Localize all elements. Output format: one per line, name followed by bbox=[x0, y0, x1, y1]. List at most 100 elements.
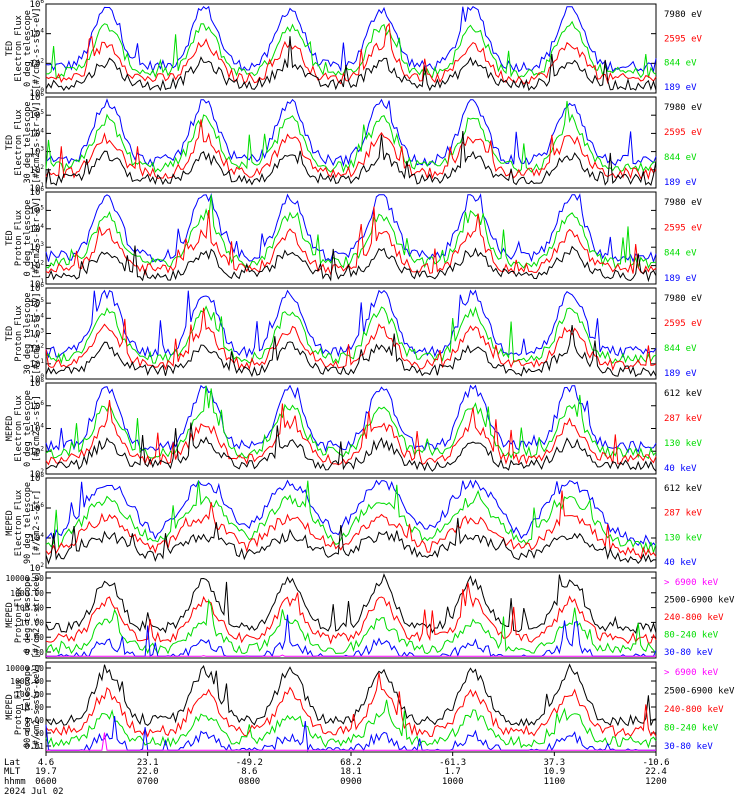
legend-label: 7980 eV bbox=[664, 10, 703, 20]
legend-label: 189 eV bbox=[664, 369, 697, 379]
x-tick-label-mlt: 22.0 bbox=[137, 767, 159, 777]
x-tick-label-lat: -61.3 bbox=[439, 758, 466, 768]
series-trace-green bbox=[45, 480, 657, 555]
y-tick-label: 106 bbox=[30, 186, 45, 198]
series-trace-magenta bbox=[46, 654, 656, 657]
legend-label: 844 eV bbox=[664, 153, 697, 163]
y-axis-label: 0 deg telescope bbox=[23, 577, 33, 654]
x-tick-label-mlt: 10.9 bbox=[543, 767, 565, 777]
y-axis-label: MEPED bbox=[5, 510, 15, 536]
x-tick-label-time: 1100 bbox=[543, 777, 565, 787]
legend-label: 2500-6900 keV bbox=[664, 687, 735, 697]
x-tick-label-mlt: 19.7 bbox=[35, 767, 57, 777]
series-trace-magenta bbox=[46, 732, 656, 751]
legend-label: 80-240 keV bbox=[664, 631, 719, 641]
legend-label: 844 eV bbox=[664, 249, 697, 259]
legend-label: 7980 eV bbox=[664, 294, 703, 304]
y-axis-label: 30 deg telescope bbox=[23, 102, 33, 184]
y-axis-label: TED bbox=[5, 41, 15, 56]
y-axis-label: 90 deg telescope bbox=[23, 666, 33, 748]
series-trace-blue bbox=[45, 289, 657, 359]
panel-frame bbox=[45, 477, 657, 569]
legend-label: > 6900 keV bbox=[664, 578, 719, 588]
legend-label: 189 eV bbox=[664, 178, 697, 188]
series-trace-green bbox=[45, 699, 657, 749]
panel-7: 10000.00 1000.00 100.00 10.00 1.00 0.10 MEPED P… bbox=[5, 571, 735, 659]
series-trace-red bbox=[45, 206, 657, 276]
series-trace-green bbox=[45, 100, 657, 174]
y-tick-label: 106 bbox=[30, 282, 45, 294]
y-tick-label: 1.00 bbox=[25, 716, 44, 725]
footer-row-label-mlt: MLT bbox=[4, 767, 21, 777]
series-trace-black bbox=[45, 245, 657, 283]
series-trace-red bbox=[45, 307, 657, 372]
legend-label: 287 keV bbox=[664, 414, 703, 424]
panel-frame bbox=[45, 96, 657, 189]
y-tick-label: 1000.00 bbox=[10, 589, 44, 598]
series-trace-black bbox=[45, 517, 657, 565]
legend-label: > 6900 keV bbox=[664, 668, 719, 678]
legend-label: 612 keV bbox=[664, 484, 703, 494]
y-tick-label: 0.10 bbox=[25, 648, 44, 657]
y-tick-label: 106 bbox=[30, 91, 45, 103]
y-tick-label: 10000.00 bbox=[5, 664, 44, 673]
legend-label: 844 eV bbox=[664, 59, 697, 69]
legend-label: 2595 eV bbox=[664, 34, 703, 44]
y-axis-label: MEPED bbox=[5, 602, 15, 628]
y-axis-label: 0 deg telescope bbox=[23, 10, 33, 87]
panel-frame bbox=[45, 191, 657, 285]
y-axis-label: TED bbox=[5, 326, 15, 341]
series-trace-red bbox=[45, 22, 657, 85]
x-tick-label-time: 0700 bbox=[137, 777, 159, 787]
legend-label: 40 keV bbox=[664, 558, 697, 568]
series-trace-blue bbox=[45, 193, 657, 264]
legend-label: 130 keV bbox=[664, 533, 703, 543]
y-tick-label: 10.00 bbox=[20, 703, 44, 712]
footer-row-label-hhmm: hhmm bbox=[4, 777, 26, 787]
x-tick-label-lat: 68.2 bbox=[340, 758, 362, 768]
y-axis-label: MEPED bbox=[5, 694, 15, 720]
y-tick-label: 1000.00 bbox=[10, 677, 44, 686]
y-tick-label: 100.00 bbox=[15, 690, 44, 699]
y-tick-label: 10.00 bbox=[20, 618, 44, 627]
panel-frame bbox=[45, 571, 657, 659]
legend-label: 612 keV bbox=[664, 389, 703, 399]
legend-label: 844 eV bbox=[664, 344, 697, 354]
legend-label: 240-800 keV bbox=[664, 613, 724, 623]
series-trace-green bbox=[45, 20, 657, 79]
y-axis-label: Proton Flux bbox=[14, 210, 24, 266]
legend-label: 287 keV bbox=[664, 509, 703, 519]
panel-frame bbox=[45, 382, 657, 475]
y-axis-label: Proton Flux bbox=[14, 305, 24, 361]
y-axis-label: 0 deg telescope bbox=[23, 200, 33, 277]
y-axis-label: [#/cm2-s-str-keV] bbox=[32, 572, 42, 659]
x-tick-label-lat: 4.6 bbox=[38, 758, 54, 768]
x-tick-label-mlt: 1.7 bbox=[445, 767, 461, 777]
legend-label: 2595 eV bbox=[664, 319, 703, 329]
x-tick-label-time: 0900 bbox=[340, 777, 362, 787]
y-axis-label: Electron Flux bbox=[14, 15, 24, 82]
y-tick-label: 100.00 bbox=[15, 604, 44, 613]
y-tick-label: 0.10 bbox=[25, 729, 44, 738]
series-trace-red bbox=[45, 119, 657, 181]
legend-label: 2595 eV bbox=[664, 223, 703, 233]
series-trace-black bbox=[45, 573, 657, 634]
x-tick-label-mlt: 8.6 bbox=[241, 767, 257, 777]
series-trace-black bbox=[45, 325, 657, 378]
y-tick-label: 106 bbox=[30, 0, 45, 10]
series-trace-red bbox=[45, 400, 657, 466]
y-axis-label: 0 deg telescope bbox=[23, 390, 33, 467]
legend-label: 189 eV bbox=[664, 83, 697, 93]
y-axis-label: 90 deg telescope bbox=[23, 482, 33, 564]
y-axis-label: TED bbox=[5, 230, 15, 245]
x-tick-label-lat: -49.2 bbox=[236, 758, 263, 768]
x-tick-label-time: 0800 bbox=[238, 777, 260, 787]
footer-row-label-lat: Lat bbox=[4, 758, 20, 768]
